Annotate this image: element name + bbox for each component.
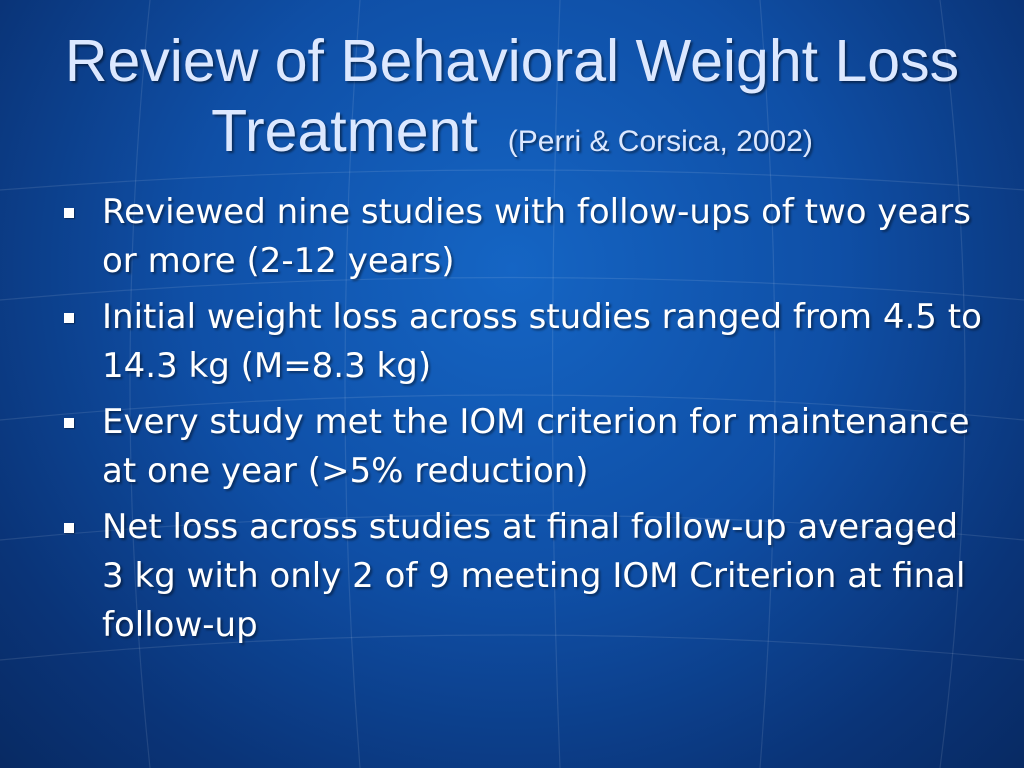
bullet-text: Initial weight loss across studies range…	[102, 297, 982, 386]
bullet-item: Initial weight loss across studies range…	[60, 293, 990, 391]
square-bullet-icon	[64, 313, 74, 323]
bullet-list: Reviewed nine studies with follow-ups of…	[60, 188, 990, 657]
bullet-text: Net loss across studies at final follow-…	[102, 507, 966, 645]
title-citation: (Perri & Corsica, 2002)	[507, 125, 813, 158]
bullet-text: Every study met the IOM criterion for ma…	[102, 402, 970, 491]
bullet-item: Net loss across studies at final follow-…	[60, 503, 990, 650]
bullet-item: Every study met the IOM criterion for ma…	[60, 398, 990, 496]
square-bullet-icon	[64, 418, 74, 428]
bullet-text: Reviewed nine studies with follow-ups of…	[102, 192, 971, 281]
slide-title-main: Review of Behavioral Weight Loss Treatme…	[64, 28, 960, 164]
slide-title: Review of Behavioral Weight Loss Treatme…	[0, 26, 1024, 177]
square-bullet-icon	[64, 523, 74, 533]
square-bullet-icon	[64, 208, 74, 218]
bullet-item: Reviewed nine studies with follow-ups of…	[60, 188, 990, 286]
